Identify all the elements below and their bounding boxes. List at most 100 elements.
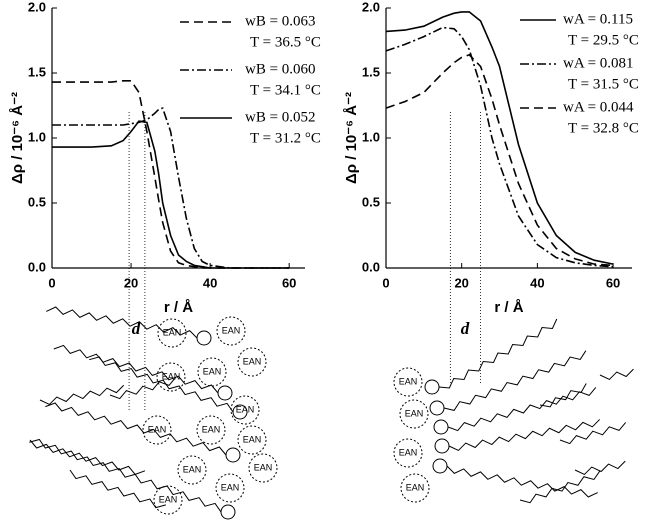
y-tick-label: 1.5 bbox=[28, 64, 46, 79]
legend-label: wB = 0.052 bbox=[245, 109, 316, 125]
ean-molecule bbox=[393, 367, 423, 397]
head-group bbox=[433, 419, 449, 435]
ean-label: EAN bbox=[399, 447, 418, 457]
y-tick-label: 0.5 bbox=[362, 194, 380, 209]
ean-label: EAN bbox=[243, 356, 262, 366]
ean-molecule bbox=[153, 485, 183, 515]
head-group bbox=[217, 385, 233, 401]
head-group bbox=[220, 504, 236, 520]
y-tick-label: 1.0 bbox=[362, 129, 380, 144]
data-line bbox=[385, 53, 614, 267]
alkyl-chain bbox=[69, 469, 166, 509]
legend-condition: T = 32.8 °C bbox=[568, 120, 639, 136]
distance-label: d bbox=[132, 319, 141, 338]
ean-label: EAN bbox=[163, 327, 182, 337]
legend-condition: T = 31.2 °C bbox=[250, 130, 321, 146]
ean-molecule bbox=[156, 362, 186, 392]
ean-molecule bbox=[237, 425, 267, 455]
alkyl-chain bbox=[29, 438, 222, 513]
ean-molecule bbox=[393, 438, 423, 468]
head-group bbox=[196, 330, 212, 346]
legend-condition: T = 36.5 °C bbox=[250, 34, 321, 50]
x-tick-label: 20 bbox=[454, 275, 468, 290]
ean-molecule bbox=[142, 415, 172, 445]
legend-label: wA = 0.081 bbox=[563, 55, 634, 71]
alkyl-chain bbox=[599, 368, 634, 381]
x-tick-label: 0 bbox=[48, 275, 55, 290]
alkyl-chain bbox=[559, 422, 627, 445]
ean-label: EAN bbox=[236, 404, 255, 414]
ean-label: EAN bbox=[405, 408, 424, 418]
ean-label: EAN bbox=[399, 376, 418, 386]
y-axis-label: Δρ / 10⁻⁶ Å⁻² bbox=[9, 92, 26, 184]
ean-molecule bbox=[230, 395, 260, 425]
alkyl-chain bbox=[45, 402, 227, 456]
ean-label: EAN bbox=[243, 434, 262, 444]
legend-label: wA = 0.044 bbox=[563, 99, 634, 115]
x-tick-label: 60 bbox=[606, 275, 620, 290]
x-tick-label: 40 bbox=[203, 275, 217, 290]
alkyl-chain bbox=[519, 470, 601, 504]
y-axis-label: Δρ / 10⁻⁶ Å⁻² bbox=[343, 92, 360, 184]
alkyl-chain bbox=[448, 419, 601, 452]
ean-label: EAN bbox=[221, 482, 240, 492]
ean-label: EAN bbox=[222, 325, 241, 335]
distance-label: d bbox=[461, 319, 470, 338]
alkyl-chain bbox=[443, 350, 587, 411]
alkyl-chain bbox=[46, 306, 198, 339]
alkyl-chain bbox=[29, 439, 146, 475]
ean-label: EAN bbox=[203, 366, 222, 376]
ean-label: EAN bbox=[159, 494, 178, 504]
ean-molecule bbox=[196, 415, 226, 445]
alkyl-chain bbox=[53, 344, 219, 394]
legend-condition: T = 29.5 °C bbox=[568, 32, 639, 48]
ean-label: EAN bbox=[406, 482, 425, 492]
ean-molecule bbox=[215, 473, 245, 503]
x-axis-label: r / Å bbox=[164, 299, 193, 316]
head-group bbox=[432, 458, 448, 474]
alkyl-chain bbox=[539, 383, 587, 408]
x-tick-label: 60 bbox=[282, 275, 296, 290]
head-group bbox=[434, 438, 450, 454]
ean-label: EAN bbox=[162, 371, 181, 381]
data-line bbox=[52, 120, 290, 269]
y-tick-label: 0.0 bbox=[362, 259, 380, 274]
ean-molecule bbox=[216, 316, 246, 346]
y-tick-label: 0.0 bbox=[28, 259, 46, 274]
y-tick-label: 0.5 bbox=[28, 194, 46, 209]
ean-molecule bbox=[197, 357, 227, 387]
legend-label: wA = 0.115 bbox=[563, 11, 633, 27]
x-tick-label: 0 bbox=[382, 275, 389, 290]
legend-label: wB = 0.063 bbox=[245, 13, 316, 29]
x-tick-label: 20 bbox=[124, 275, 138, 290]
head-group bbox=[424, 379, 440, 395]
ean-molecule bbox=[177, 455, 207, 485]
alkyl-chain bbox=[446, 465, 598, 498]
ean-molecule bbox=[400, 473, 430, 503]
y-tick-label: 2.0 bbox=[28, 0, 46, 14]
data-line bbox=[385, 11, 614, 265]
ean-label: EAN bbox=[183, 464, 202, 474]
alkyl-chain bbox=[447, 387, 597, 432]
ean-label: EAN bbox=[254, 462, 273, 472]
legend-condition: T = 31.5 °C bbox=[568, 76, 639, 92]
data-line bbox=[52, 107, 290, 269]
head-group bbox=[225, 447, 241, 463]
alkyl-chain bbox=[438, 318, 558, 389]
ean-label: EAN bbox=[148, 424, 167, 434]
ean-molecule bbox=[399, 399, 429, 429]
ean-label: EAN bbox=[202, 424, 221, 434]
ean-molecule bbox=[248, 453, 278, 483]
alkyl-chain bbox=[39, 384, 125, 406]
legend-condition: T = 34.1 °C bbox=[250, 82, 321, 98]
alkyl-chain bbox=[89, 356, 234, 413]
alkyl-chain bbox=[109, 377, 177, 400]
ean-molecule bbox=[237, 347, 267, 377]
y-tick-label: 1.0 bbox=[28, 129, 46, 144]
legend-label: wB = 0.060 bbox=[245, 61, 316, 77]
alkyl-chain bbox=[574, 460, 626, 476]
x-tick-label: 40 bbox=[530, 275, 544, 290]
y-tick-label: 1.5 bbox=[362, 64, 380, 79]
head-group bbox=[429, 400, 445, 416]
